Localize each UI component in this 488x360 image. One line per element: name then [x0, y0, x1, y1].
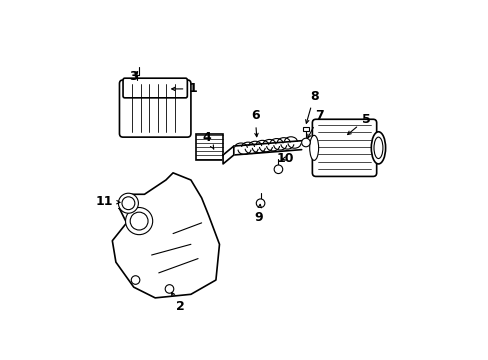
Text: 4: 4 — [202, 131, 213, 149]
Circle shape — [274, 165, 282, 174]
Text: 1: 1 — [171, 82, 197, 95]
Text: 3: 3 — [129, 70, 138, 83]
Circle shape — [125, 207, 152, 235]
Circle shape — [131, 276, 140, 284]
Circle shape — [122, 197, 135, 210]
Bar — [196, 134, 223, 160]
Ellipse shape — [309, 135, 318, 160]
Circle shape — [256, 199, 264, 207]
Ellipse shape — [373, 137, 382, 158]
Polygon shape — [112, 173, 219, 298]
Circle shape — [165, 285, 173, 293]
Circle shape — [118, 193, 138, 213]
Text: 10: 10 — [276, 152, 294, 165]
FancyBboxPatch shape — [312, 119, 376, 176]
Text: 11: 11 — [96, 195, 120, 208]
Text: 5: 5 — [347, 113, 369, 135]
Text: 2: 2 — [171, 292, 184, 313]
Circle shape — [130, 212, 148, 230]
Circle shape — [301, 138, 309, 147]
Text: 6: 6 — [250, 109, 259, 137]
FancyBboxPatch shape — [123, 78, 187, 98]
FancyBboxPatch shape — [119, 80, 190, 137]
Text: 7: 7 — [307, 109, 323, 138]
Bar — [302, 127, 308, 131]
Ellipse shape — [370, 132, 385, 164]
Text: 8: 8 — [305, 90, 318, 123]
Text: 9: 9 — [254, 204, 263, 224]
Polygon shape — [223, 146, 233, 164]
